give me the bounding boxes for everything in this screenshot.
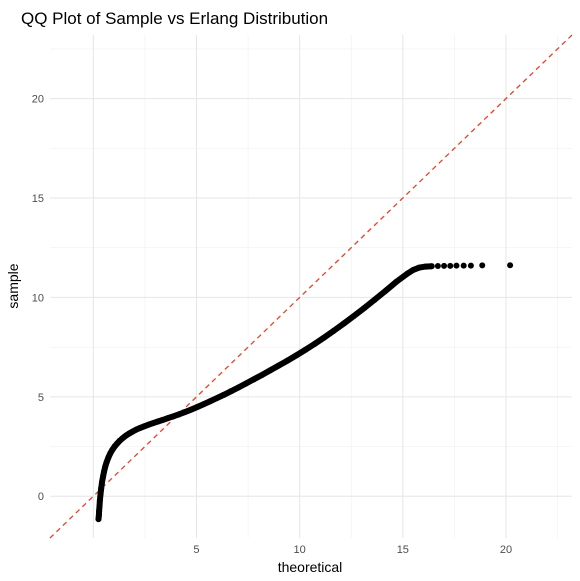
data-point <box>275 362 282 369</box>
data-point <box>96 508 103 515</box>
data-point <box>311 340 318 347</box>
plot-panel: 5 10 15 20 0 5 10 15 20 <box>32 34 573 556</box>
data-point <box>97 491 104 498</box>
data-point <box>170 413 177 420</box>
data-point <box>302 346 309 353</box>
data-point <box>227 388 234 395</box>
data-point <box>150 420 157 427</box>
data-point <box>453 262 460 269</box>
data-point <box>200 401 207 408</box>
y-tick-label: 20 <box>32 94 44 106</box>
data-point <box>100 473 107 480</box>
data-point <box>507 262 514 269</box>
data-point <box>193 404 200 411</box>
x-tick-label: 20 <box>500 544 512 556</box>
y-tick-label: 0 <box>38 491 44 503</box>
data-point <box>467 262 474 269</box>
data-point <box>434 263 441 270</box>
data-point <box>284 357 291 364</box>
data-point <box>235 384 242 391</box>
data-point <box>267 367 274 374</box>
data-point <box>320 334 327 341</box>
data-point <box>361 305 368 312</box>
data-point <box>98 479 105 486</box>
data-point <box>181 409 188 416</box>
data-point <box>154 418 161 425</box>
data-point <box>441 262 448 269</box>
data-point <box>250 376 257 383</box>
chart-title: QQ Plot of Sample vs Erlang Distribution <box>21 9 328 28</box>
x-tick-label: 15 <box>397 544 409 556</box>
y-tick-label: 15 <box>32 193 44 205</box>
data-point <box>340 320 347 327</box>
data-point <box>447 262 454 269</box>
data-point <box>393 278 400 285</box>
data-point <box>220 391 227 398</box>
data-point <box>416 264 423 271</box>
data-point <box>102 463 109 470</box>
data-point <box>382 288 389 295</box>
data-point <box>350 313 357 320</box>
data-point <box>293 352 300 359</box>
data-point <box>165 415 172 422</box>
data-point <box>422 263 429 270</box>
x-axis-title: theoretical <box>278 559 343 575</box>
data-point <box>479 262 486 269</box>
data-point <box>243 380 250 387</box>
data-point <box>145 421 152 428</box>
reference-line <box>49 34 573 539</box>
data-point <box>428 263 435 270</box>
data-point <box>187 406 194 413</box>
data-point <box>258 371 265 378</box>
data-point <box>410 266 417 273</box>
data-point <box>96 503 103 510</box>
y-tick-label: 5 <box>38 392 44 404</box>
x-tick-label: 10 <box>294 544 306 556</box>
data-point <box>96 497 103 504</box>
data-point <box>98 485 105 492</box>
data-point <box>371 296 378 303</box>
data-point <box>101 468 108 475</box>
data-point <box>159 416 166 423</box>
data-point <box>213 395 220 402</box>
data-point <box>175 411 182 418</box>
x-tick-label: 5 <box>193 544 199 556</box>
y-axis-title: sample <box>5 263 21 308</box>
data-point <box>330 327 337 334</box>
y-tick-label: 10 <box>32 292 44 304</box>
data-point <box>404 270 411 277</box>
data-point <box>206 398 213 405</box>
data-point <box>460 262 467 269</box>
